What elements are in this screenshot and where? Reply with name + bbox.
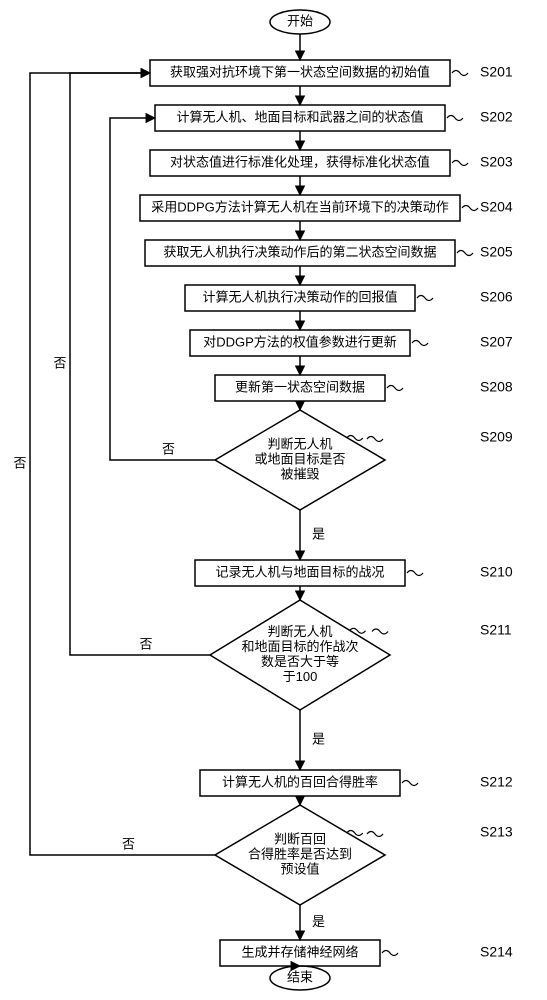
decision-text-S209-1: 或地面目标是否: [254, 451, 345, 466]
step-text-S212: 计算无人机的百回合得胜率: [222, 774, 378, 789]
label-S205: S205: [480, 244, 513, 260]
svg-text:否: 否: [162, 441, 175, 456]
decision-text-S211-0: 判断无人机: [267, 624, 332, 639]
decision-text-S211-1: 和地面目标的作战次: [241, 639, 358, 654]
svg-text:是: 是: [312, 914, 325, 929]
step-text-S207: 对DDGP方法的权值参数进行更新: [203, 334, 397, 349]
svg-text:否: 否: [53, 355, 66, 370]
step-text-S208: 更新第一状态空间数据: [235, 379, 365, 394]
svg-text:否: 否: [122, 836, 135, 851]
svg-text:否: 否: [13, 455, 26, 470]
step-text-S204: 采用DDPG方法计算无人机在当前环境下的决策动作: [151, 199, 449, 214]
label-S214: S214: [480, 944, 513, 960]
svg-text:否: 否: [139, 636, 152, 651]
label-S213: S213: [480, 824, 513, 840]
svg-text:是: 是: [312, 526, 325, 541]
label-S208: S208: [480, 379, 513, 395]
label-S204: S204: [480, 199, 513, 215]
step-text-S203: 对状态值进行标准化处理，获得标准化状态值: [170, 154, 430, 169]
label-S206: S206: [480, 289, 513, 305]
decision-text-S213-1: 合得胜率是否达到: [248, 846, 352, 861]
label-S207: S207: [480, 334, 513, 350]
label-S210: S210: [480, 564, 513, 580]
label-S201: S201: [480, 64, 513, 80]
decision-text-S209-2: 被摧毁: [280, 466, 319, 481]
label-S212: S212: [480, 774, 513, 790]
step-text-S201: 获取强对抗环境下第一状态空间数据的初始值: [170, 64, 430, 79]
svg-text:是: 是: [312, 731, 325, 746]
step-text-S214: 生成并存储神经网络: [241, 944, 358, 959]
step-text-S206: 计算无人机执行决策动作的回报值: [202, 289, 397, 304]
step-text-S210: 记录无人机与地面目标的战况: [215, 564, 384, 579]
decision-text-S213-2: 预设值: [280, 861, 319, 876]
decision-text-S209-0: 判断无人机: [267, 436, 332, 451]
label-S211: S211: [480, 622, 512, 638]
decision-text-S213-0: 判断百回: [274, 831, 326, 846]
decision-text-S211-2: 数是否大于等: [261, 654, 339, 669]
start-label: 开始: [287, 13, 313, 28]
label-S209: S209: [480, 429, 513, 445]
decision-text-S211-3: 于100: [283, 669, 318, 684]
end-label: 结束: [287, 969, 313, 984]
step-text-S202: 计算无人机、地面目标和武器之间的状态值: [176, 109, 423, 124]
step-text-S205: 获取无人机执行决策动作后的第二状态空间数据: [163, 244, 436, 259]
label-S202: S202: [480, 109, 513, 125]
label-S203: S203: [480, 154, 513, 170]
